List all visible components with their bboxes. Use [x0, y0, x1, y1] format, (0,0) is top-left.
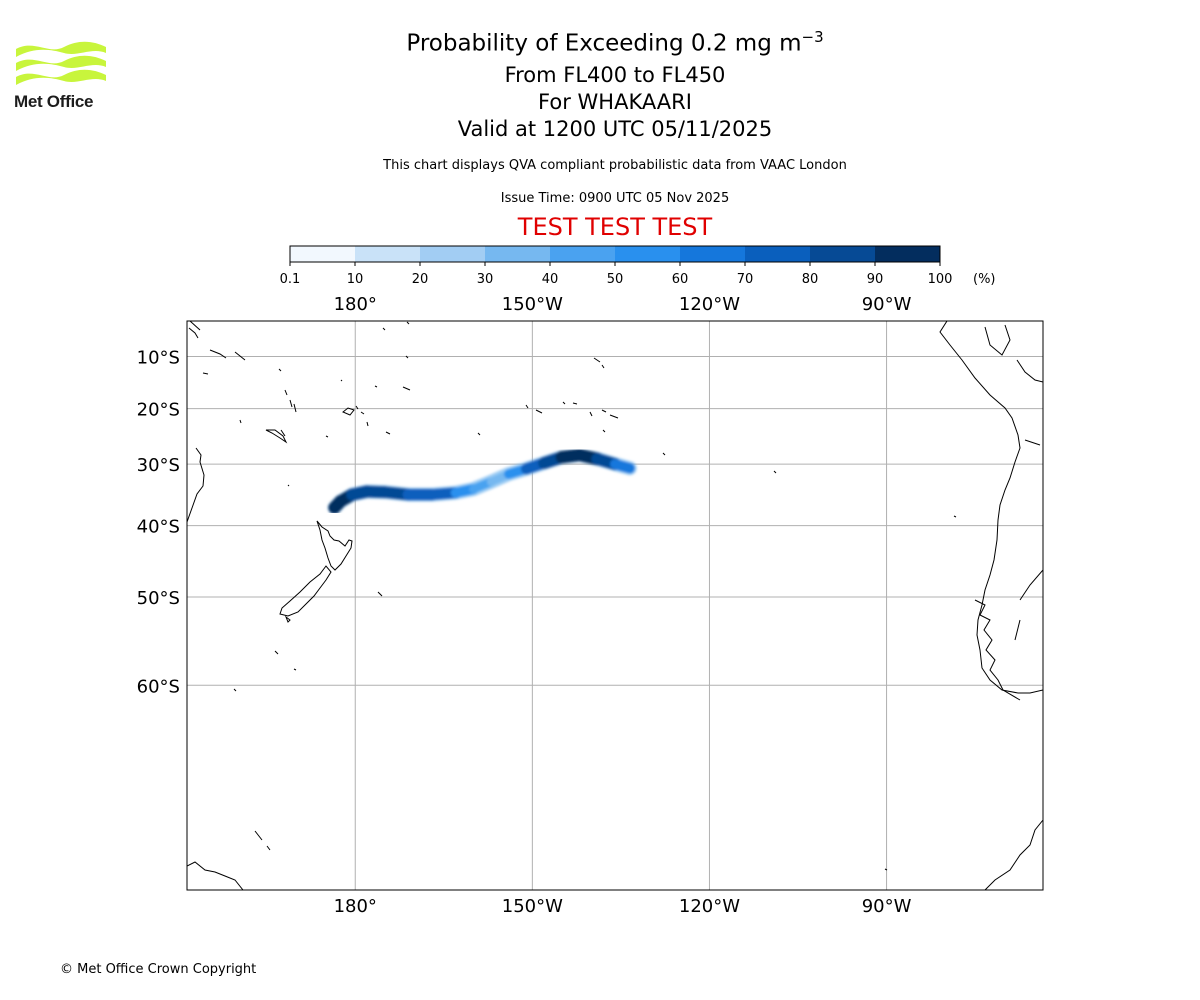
lat-label: 40°S	[137, 517, 180, 538]
coast-islands-west	[202, 349, 329, 487]
lon-label-bottom: 150°W	[502, 896, 563, 917]
coast-fiji	[342, 405, 391, 435]
lat-label: 30°S	[137, 455, 180, 476]
colorbar-cell	[550, 246, 616, 262]
lon-label-bottom: 180°	[334, 896, 377, 917]
colorbar-cell	[615, 246, 681, 262]
coast-south-america	[939, 321, 1043, 694]
coast-pacific-islands	[340, 321, 957, 871]
colorbar-cell	[485, 246, 551, 262]
colorbar-unit: (%)	[973, 272, 996, 287]
colorbar-cell	[875, 246, 941, 262]
lon-label-top: 150°W	[502, 294, 563, 315]
coast-patagonia-fjords	[974, 599, 1043, 890]
lat-label: 50°S	[137, 588, 180, 609]
chart-title: Probability of Exceeding 0.2 mg m−3	[406, 28, 824, 57]
colorbar-cell	[680, 246, 746, 262]
volcano-name: For WHAKAARI	[538, 90, 692, 114]
map-frame	[186, 320, 1044, 891]
lat-label: 20°S	[137, 400, 180, 421]
colorbar-tick-label: 100	[928, 272, 953, 287]
colorbar-cell	[355, 246, 421, 262]
colorbar-tick-label: 70	[737, 272, 754, 287]
colorbar-tick-label: 10	[347, 272, 364, 287]
colorbar-cell	[745, 246, 811, 262]
coastlines	[187, 321, 1043, 890]
met-office-logo-icon	[16, 41, 106, 85]
colorbar-tick-label: 20	[412, 272, 429, 287]
plume-segment	[610, 459, 635, 474]
ash-plume	[327, 447, 637, 515]
ash-probability-map: 180° 180° 150°W 150°W 120°W 120°W 90°W 90°W 10°S…	[137, 294, 1044, 917]
lon-label-top: 120°W	[679, 294, 740, 315]
map-frame-bg	[187, 321, 1043, 890]
colorbar-tick-label: 30	[477, 272, 494, 287]
colorbar-cell	[810, 246, 876, 262]
colorbar-tick-label: 90	[867, 272, 884, 287]
probability-colorbar: 0.1 10 20 30 40 50 60 70 80 90 100 (%)	[280, 245, 996, 287]
colorbar-tick-label: 40	[542, 272, 559, 287]
lon-label-top: 90°W	[862, 294, 912, 315]
coast-new-caledonia	[265, 429, 288, 444]
colorbar-tick-label: 80	[802, 272, 819, 287]
issue-time: Issue Time: 0900 UTC 05 Nov 2025	[500, 191, 730, 206]
colorbar-tick-label: 50	[607, 272, 624, 287]
coast-nz-south	[279, 565, 332, 617]
colorbar-cell	[290, 246, 356, 262]
lat-label: 60°S	[137, 676, 180, 697]
validity-time: Valid at 1200 UTC 05/11/2025	[457, 117, 773, 141]
lon-label-bottom: 90°W	[862, 896, 912, 917]
colorbar-cell	[420, 246, 486, 262]
colorbar-tick-label: 60	[672, 272, 689, 287]
source-note: This chart displays QVA compliant probab…	[383, 158, 847, 173]
coast-antarctic	[187, 830, 271, 890]
flight-level-range: From FL400 to FL450	[504, 63, 726, 87]
coast-australia	[187, 447, 205, 523]
lon-label-bottom: 120°W	[679, 896, 740, 917]
lon-label-top: 180°	[334, 294, 377, 315]
lat-label: 10°S	[137, 347, 180, 368]
coast-nz-north	[316, 520, 353, 571]
test-banner: TEST TEST TEST	[517, 213, 713, 241]
copyright-notice: © Met Office Crown Copyright	[60, 962, 257, 977]
logo-text: Met Office	[14, 92, 94, 111]
colorbar-tick-label: 0.1	[280, 272, 301, 287]
